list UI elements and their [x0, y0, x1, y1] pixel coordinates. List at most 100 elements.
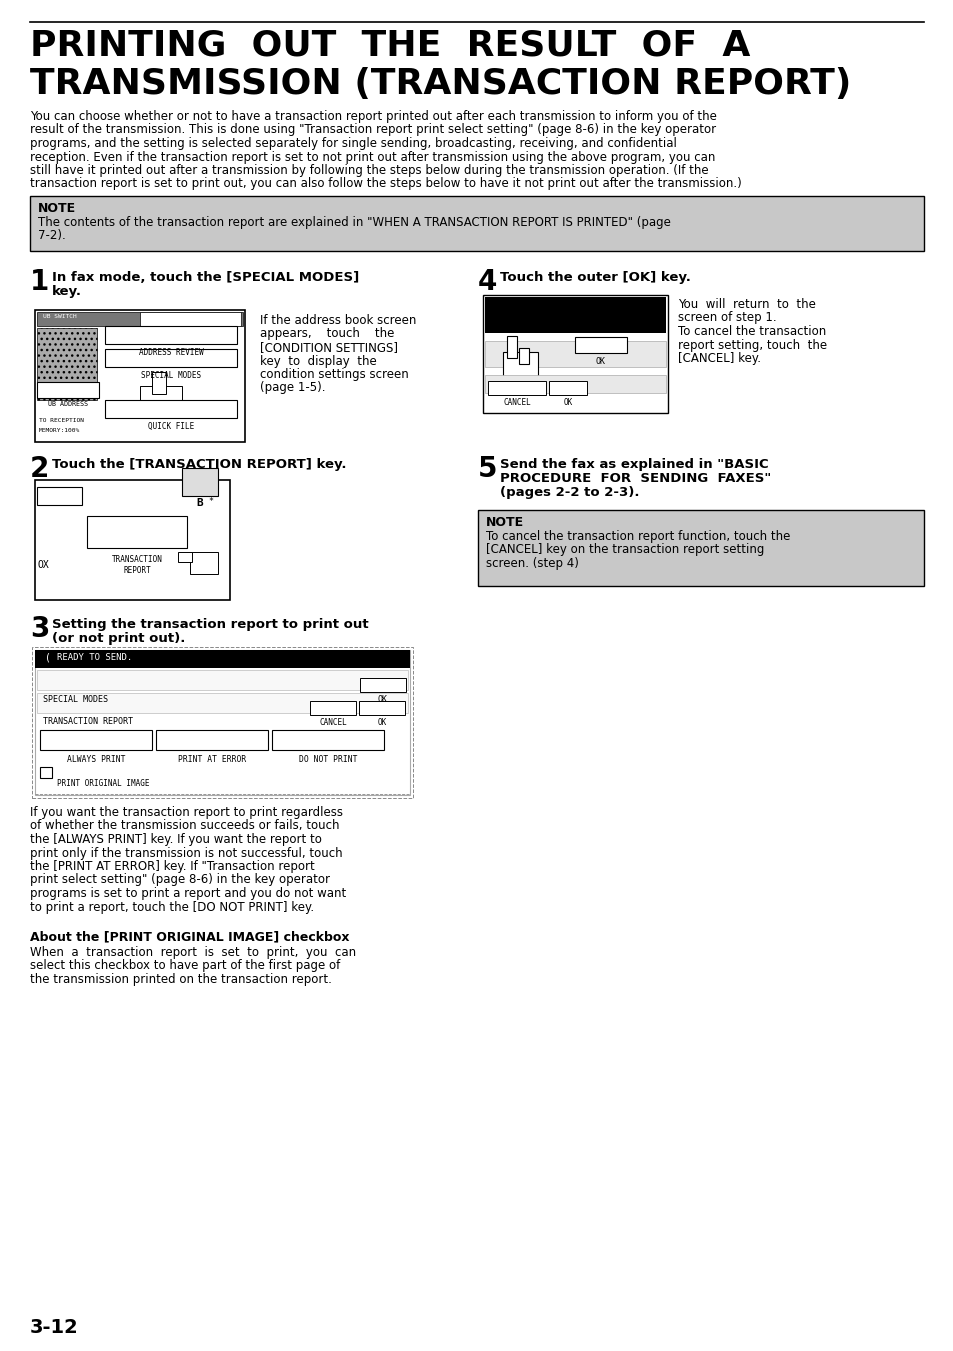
Bar — [35, 650, 410, 794]
Bar — [506, 336, 517, 358]
Text: Touch the outer [OK] key.: Touch the outer [OK] key. — [499, 272, 690, 284]
Bar — [87, 516, 187, 549]
Bar — [40, 730, 152, 750]
Text: [CANCEL] key.: [CANCEL] key. — [678, 353, 760, 365]
Text: appears,    touch    the: appears, touch the — [260, 327, 394, 340]
Text: NOTE: NOTE — [485, 516, 523, 530]
Text: To cancel the transaction: To cancel the transaction — [678, 326, 825, 338]
Bar — [190, 553, 218, 574]
Text: TO RECEPTION: TO RECEPTION — [39, 417, 84, 423]
Text: B: B — [196, 499, 203, 508]
Text: 1: 1 — [30, 267, 50, 296]
Text: ALWAYS PRINT: ALWAYS PRINT — [67, 755, 125, 765]
Text: the [ALWAYS PRINT] key. If you want the report to: the [ALWAYS PRINT] key. If you want the … — [30, 834, 321, 846]
Bar — [548, 381, 586, 394]
Text: OK: OK — [563, 399, 572, 407]
Text: NOTE: NOTE — [38, 203, 76, 215]
Text: Send the fax as explained in "BASIC: Send the fax as explained in "BASIC — [499, 458, 768, 471]
Bar — [482, 295, 667, 413]
Bar — [310, 701, 355, 715]
Text: transaction report is set to print out, you can also follow the steps below to h: transaction report is set to print out, … — [30, 177, 741, 190]
Text: key  to  display  the: key to display the — [260, 354, 376, 367]
Text: When  a  transaction  report  is  set  to  print,  you  can: When a transaction report is set to prin… — [30, 946, 355, 959]
Bar — [358, 701, 405, 715]
Text: screen of step 1.: screen of step 1. — [678, 312, 776, 324]
Text: programs, and the setting is selected separately for single sending, broadcastin: programs, and the setting is selected se… — [30, 136, 677, 150]
Text: QUICK FILE: QUICK FILE — [148, 422, 193, 431]
Text: TRANSMISSION (TRANSACTION REPORT): TRANSMISSION (TRANSACTION REPORT) — [30, 68, 850, 101]
Text: ADDRESS REVIEW: ADDRESS REVIEW — [138, 349, 203, 357]
Text: If you want the transaction report to print regardless: If you want the transaction report to pr… — [30, 807, 343, 819]
Text: *: * — [208, 497, 213, 507]
Bar — [182, 467, 218, 496]
Text: If the address book screen: If the address book screen — [260, 313, 416, 327]
Text: REPORT: REPORT — [123, 566, 151, 576]
Bar — [178, 553, 192, 562]
Bar — [32, 647, 413, 798]
Bar — [37, 382, 99, 399]
Bar — [37, 328, 97, 400]
Text: TRANSACTION REPORT: TRANSACTION REPORT — [43, 717, 132, 725]
Bar — [272, 730, 384, 750]
Bar — [359, 678, 406, 692]
Bar — [140, 386, 182, 413]
Text: 3-12: 3-12 — [30, 1319, 79, 1337]
Text: [CONDITION SETTINGS]: [CONDITION SETTINGS] — [260, 340, 397, 354]
Text: To cancel the transaction report function, touch the: To cancel the transaction report functio… — [485, 530, 789, 543]
Text: OX: OX — [38, 561, 50, 570]
Bar — [35, 309, 245, 442]
Bar — [152, 372, 166, 394]
Text: (pages 2-2 to 2-3).: (pages 2-2 to 2-3). — [499, 486, 639, 499]
Text: 2: 2 — [30, 455, 50, 484]
Text: TRANSACTION: TRANSACTION — [112, 555, 162, 563]
Text: print only if the transmission is not successful, touch: print only if the transmission is not su… — [30, 847, 342, 859]
Text: SPECIAL MODES: SPECIAL MODES — [43, 694, 108, 704]
Bar — [140, 312, 241, 326]
Text: SPECIAL MODES: SPECIAL MODES — [141, 372, 201, 380]
Text: CANCEL: CANCEL — [502, 399, 530, 407]
Text: (: ( — [45, 653, 56, 662]
Text: [CANCEL] key on the transaction report setting: [CANCEL] key on the transaction report s… — [485, 543, 763, 557]
Text: OK: OK — [377, 717, 386, 727]
Bar — [488, 381, 545, 394]
Text: PRINT AT ERROR: PRINT AT ERROR — [177, 755, 246, 765]
Text: DO NOT PRINT: DO NOT PRINT — [298, 755, 356, 765]
Text: About the [PRINT ORIGINAL IMAGE] checkbox: About the [PRINT ORIGINAL IMAGE] checkbo… — [30, 929, 349, 943]
Text: 7-2).: 7-2). — [38, 230, 66, 242]
Bar — [518, 349, 529, 363]
Text: of whether the transmission succeeds or fails, touch: of whether the transmission succeeds or … — [30, 820, 339, 832]
Text: MEMORY:100%: MEMORY:100% — [39, 428, 80, 434]
Text: report setting, touch  the: report setting, touch the — [678, 339, 826, 351]
Bar — [37, 312, 243, 326]
Text: In fax mode, touch the [SPECIAL MODES]: In fax mode, touch the [SPECIAL MODES] — [52, 272, 359, 284]
Text: print select setting" (page 8-6) in the key operator: print select setting" (page 8-6) in the … — [30, 874, 330, 886]
Text: (or not print out).: (or not print out). — [52, 632, 185, 644]
Text: PRINT ORIGINAL IMAGE: PRINT ORIGINAL IMAGE — [57, 780, 150, 788]
Bar — [484, 297, 665, 332]
Text: UB SWITCH: UB SWITCH — [43, 313, 76, 319]
Bar — [105, 400, 236, 417]
Bar — [30, 196, 923, 251]
Bar — [156, 730, 268, 750]
Text: select this checkbox to have part of the first page of: select this checkbox to have part of the… — [30, 959, 340, 973]
Bar — [477, 509, 923, 586]
Text: 3: 3 — [30, 615, 50, 643]
Text: 4: 4 — [477, 267, 497, 296]
Text: reception. Even if the transaction report is set to not print out after transmis: reception. Even if the transaction repor… — [30, 150, 715, 163]
Text: PRINTING  OUT  THE  RESULT  OF  A: PRINTING OUT THE RESULT OF A — [30, 28, 750, 62]
Text: 5: 5 — [477, 455, 497, 484]
Text: condition settings screen: condition settings screen — [260, 367, 408, 381]
Text: the [PRINT AT ERROR] key. If "Transaction report: the [PRINT AT ERROR] key. If "Transactio… — [30, 861, 314, 873]
Text: CANCEL: CANCEL — [319, 717, 347, 727]
Text: You can choose whether or not to have a transaction report printed out after eac: You can choose whether or not to have a … — [30, 109, 716, 123]
Bar — [105, 349, 236, 367]
Text: The contents of the transaction report are explained in "WHEN A TRANSACTION REPO: The contents of the transaction report a… — [38, 216, 670, 230]
Text: You  will  return  to  the: You will return to the — [678, 299, 815, 311]
Text: result of the transmission. This is done using "Transaction report print select : result of the transmission. This is done… — [30, 123, 716, 136]
Bar — [502, 353, 537, 378]
Bar — [575, 336, 626, 353]
Bar — [35, 650, 410, 667]
Text: the transmission printed on the transaction report.: the transmission printed on the transact… — [30, 973, 332, 986]
Bar — [37, 486, 82, 505]
Bar — [484, 376, 665, 393]
